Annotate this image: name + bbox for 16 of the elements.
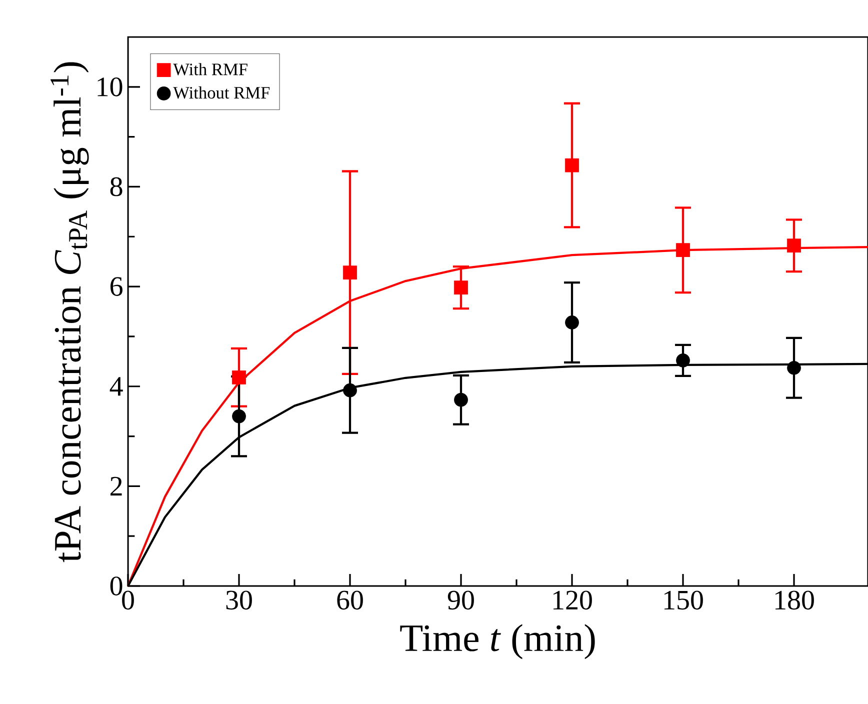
y-tick-label: 2 <box>110 476 122 496</box>
x-tick-label: 180 <box>775 590 814 610</box>
x-tick-label: 120 <box>553 590 592 610</box>
x-tick-label: 30 <box>226 590 252 610</box>
x-tick-label: 60 <box>337 590 363 610</box>
x-axis-title: Time t (min) <box>400 624 595 660</box>
x-tick-label: 150 <box>664 590 703 610</box>
y-tick-label: 6 <box>110 277 122 296</box>
y-tick-label: 0 <box>110 576 122 596</box>
y-tick-label: 4 <box>110 377 123 396</box>
y-axis-title: tPA concentration C$_{tPA}$ (μg ml$^{-1}$) <box>50 62 89 562</box>
legend-label: With RMF <box>173 63 248 76</box>
y-tick-label: 10 <box>98 77 122 96</box>
y-tick-label: 8 <box>110 177 122 196</box>
legend-label: Without RMF <box>173 86 270 99</box>
x-tick-label: 90 <box>448 590 474 610</box>
